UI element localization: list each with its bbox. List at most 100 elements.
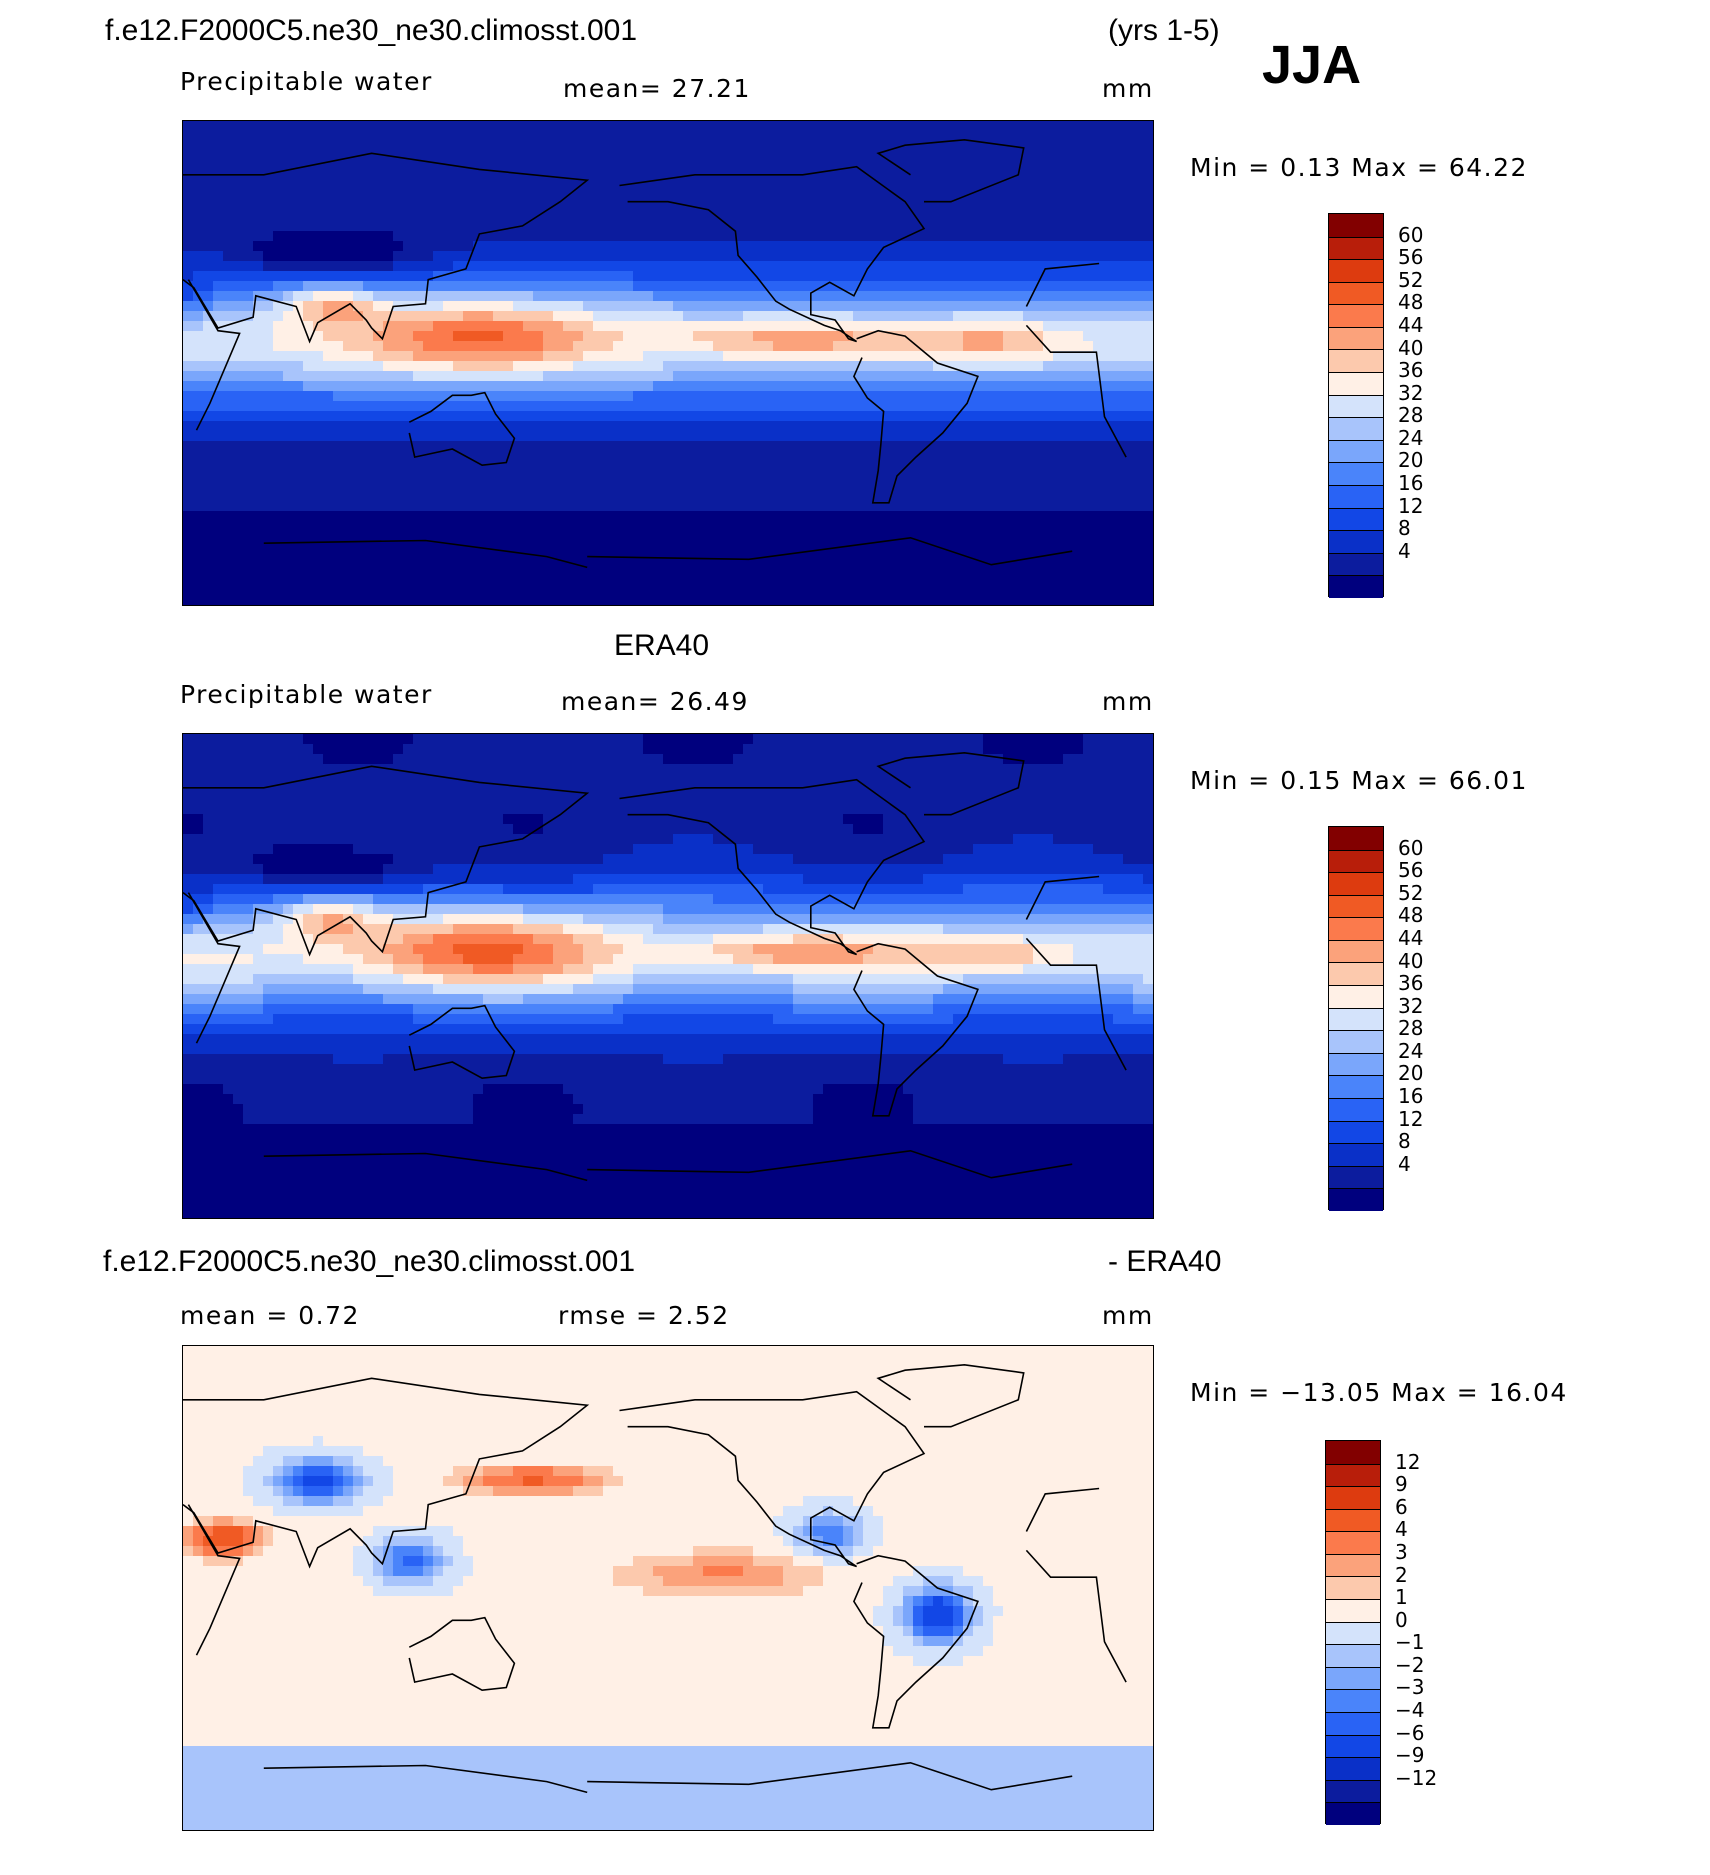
field-cell	[1043, 321, 1054, 332]
field-cell	[483, 744, 494, 755]
field-cell	[243, 291, 254, 302]
field-cell	[363, 211, 374, 222]
field-cell	[273, 531, 284, 542]
field-cell	[613, 221, 624, 232]
field-cell	[783, 141, 794, 152]
field-cell	[413, 231, 424, 242]
field-cell	[333, 744, 344, 755]
field-cell	[1033, 211, 1044, 222]
field-cell	[483, 181, 494, 192]
field-cell	[843, 411, 854, 422]
field-cell	[563, 481, 574, 492]
field-cell	[1013, 211, 1024, 222]
field-cell	[473, 734, 484, 745]
field-cell	[523, 191, 534, 202]
field-cell	[1003, 491, 1014, 502]
field-cell	[183, 251, 194, 262]
field-cell	[343, 281, 354, 292]
field-cell	[333, 601, 344, 605]
field-cell	[483, 291, 494, 302]
field-cell	[863, 551, 874, 562]
field-cell	[773, 531, 784, 542]
field-cell	[573, 571, 584, 582]
field-cell	[213, 141, 224, 152]
field-cell	[1043, 241, 1054, 252]
field-cell	[383, 361, 394, 372]
field-cell	[1013, 141, 1024, 152]
field-cell	[543, 141, 554, 152]
field-cell	[493, 591, 504, 602]
field-cell	[533, 351, 544, 362]
field-cell	[1103, 301, 1114, 312]
field-cell	[593, 734, 604, 745]
field-cell	[513, 571, 524, 582]
field-cell	[653, 491, 664, 502]
field-cell	[733, 361, 744, 372]
field-cell	[203, 581, 214, 592]
field-cell	[363, 521, 374, 532]
field-cell	[303, 431, 314, 442]
field-cell	[603, 491, 614, 502]
field-cell	[823, 271, 834, 282]
field-cell	[913, 541, 924, 552]
field-cell	[263, 171, 274, 182]
field-cell	[1073, 421, 1084, 432]
field-cell	[473, 551, 484, 562]
field-cell	[703, 491, 714, 502]
field-cell	[653, 431, 664, 442]
field-cell	[743, 601, 754, 605]
field-cell	[1083, 501, 1094, 512]
field-cell	[653, 411, 664, 422]
field-cell	[403, 251, 414, 262]
field-cell	[563, 401, 574, 412]
field-cell	[1003, 291, 1014, 302]
field-cell	[983, 491, 994, 502]
field-cell	[613, 251, 624, 262]
field-cell	[593, 451, 604, 462]
field-cell	[653, 121, 664, 132]
field-cell	[503, 401, 514, 412]
field-cell	[193, 361, 204, 372]
field-cell	[943, 231, 954, 242]
field-cell	[353, 411, 364, 422]
field-cell	[273, 251, 284, 262]
field-cell	[813, 571, 824, 582]
field-cell	[333, 171, 344, 182]
field-cell	[503, 471, 514, 482]
field-cell	[183, 291, 194, 302]
field-cell	[943, 341, 954, 352]
field-cell	[793, 361, 804, 372]
field-cell	[923, 421, 934, 432]
field-cell	[983, 261, 994, 272]
field-cell	[783, 391, 794, 402]
field-cell	[1123, 241, 1134, 252]
field-cell	[893, 141, 904, 152]
field-cell	[363, 221, 374, 232]
field-cell	[443, 361, 454, 372]
field-cell	[343, 251, 354, 262]
field-cell	[723, 401, 734, 412]
field-cell	[973, 131, 984, 142]
field-cell	[803, 281, 814, 292]
field-cell	[673, 311, 684, 322]
field-cell	[583, 431, 594, 442]
field-cell	[653, 201, 664, 212]
field-cell	[873, 391, 884, 402]
field-cell	[1053, 481, 1064, 492]
field-cell	[463, 311, 474, 322]
field-cell	[1133, 281, 1144, 292]
field-cell	[993, 521, 1004, 532]
field-cell	[353, 734, 364, 745]
field-cell	[723, 551, 734, 562]
field-cell	[313, 261, 324, 272]
field-cell	[303, 461, 314, 472]
field-cell	[633, 561, 644, 572]
field-cell	[853, 521, 864, 532]
field-cell	[1043, 331, 1054, 342]
field-cell	[563, 301, 574, 312]
field-cell	[653, 141, 664, 152]
field-cell	[293, 361, 304, 372]
field-cell	[1133, 481, 1144, 492]
field-cell	[1093, 351, 1104, 362]
field-cell	[203, 551, 214, 562]
